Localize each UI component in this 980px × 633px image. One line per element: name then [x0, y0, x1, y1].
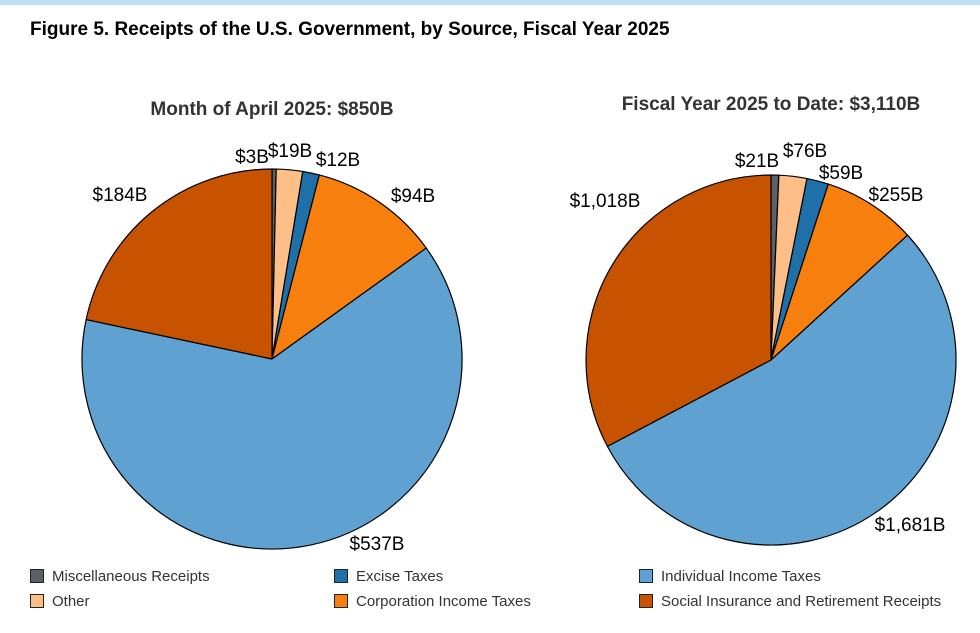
slice-social	[585, 174, 772, 447]
slice-individual	[81, 247, 463, 550]
legend-item-other: Other	[30, 591, 90, 611]
slice-label-misc: $21B	[735, 151, 779, 172]
slice-label-social: $184B	[93, 185, 148, 206]
pie-charts: Month of April 2025: $850B $3B$19B $12B $94…	[81, 94, 957, 555]
pie-title: Month of April 2025: $850B	[150, 99, 393, 120]
legend-swatch	[30, 594, 44, 608]
legend-label: Individual Income Taxes	[661, 567, 821, 585]
slice-corporation	[770, 183, 909, 361]
legend-item-social: Social Insurance and Retirement Receipts	[639, 591, 941, 611]
pie-chart-2: Fiscal Year 2025 to Date: $3,110B $21B $76…	[570, 94, 957, 546]
slice-label-social: $1,018B	[570, 191, 641, 212]
top-accent-bar	[0, 0, 980, 5]
pie-chart-1: Month of April 2025: $850B $3B$19B $12B $94…	[81, 99, 463, 555]
slice-label-other: $19B	[268, 141, 312, 162]
legend-label: Other	[52, 592, 90, 610]
slice-corporation	[271, 174, 427, 360]
legend-swatch	[639, 594, 653, 608]
legend-swatch	[639, 569, 653, 583]
figure-title: Figure 5. Receipts of the U.S. Governmen…	[30, 19, 670, 40]
legend-item-corporation: Corporation Income Taxes	[334, 591, 531, 611]
legend-swatch	[30, 569, 44, 583]
legend: Miscellaneous Receipts Excise Taxes Indivi…	[0, 566, 980, 626]
legend-label: Corporation Income Taxes	[356, 592, 531, 610]
legend-item-excise: Excise Taxes	[334, 566, 443, 586]
legend-item-misc: Miscellaneous Receipts	[30, 566, 210, 586]
slice-label-individual: $1,681B	[875, 515, 946, 536]
legend-label: Excise Taxes	[356, 567, 444, 585]
legend-swatch	[334, 594, 348, 608]
slice-label-corporation: $94B	[391, 186, 435, 207]
slice-label-excise: $12B	[316, 150, 360, 171]
slice-label-other: $76B	[783, 141, 827, 162]
pie-title: Fiscal Year 2025 to Date: $3,110B	[622, 94, 921, 115]
slice-individual	[606, 234, 957, 546]
slice-label-individual: $537B	[350, 534, 405, 555]
slice-social	[85, 168, 273, 360]
legend-label: Miscellaneous Receipts	[52, 567, 210, 585]
slice-label-corporation: $255B	[869, 185, 924, 206]
legend-label: Social Insurance and Retirement Receipts	[661, 592, 942, 610]
legend-item-individual: Individual Income Taxes	[639, 566, 821, 586]
slice-label-misc: $3B	[235, 147, 269, 168]
legend-swatch	[334, 569, 348, 583]
slice-label-excise: $59B	[819, 163, 863, 184]
